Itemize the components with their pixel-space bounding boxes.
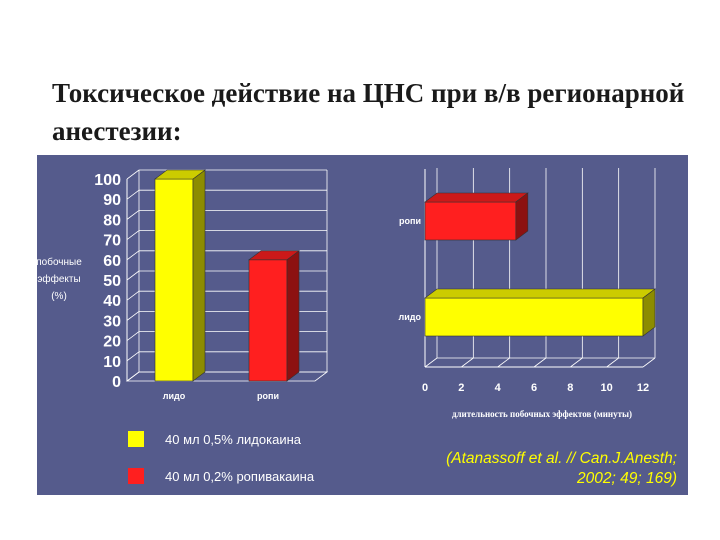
- right-x-tick-label: 2: [458, 382, 464, 394]
- left-y-tick-label: 50: [103, 273, 121, 290]
- right-bar-top: [424, 192, 529, 203]
- right-bar-side: [642, 288, 656, 337]
- left-grid-side: [126, 351, 140, 362]
- left-y-tick-label: 60: [103, 253, 121, 270]
- left-y-tick-label: 70: [103, 233, 121, 250]
- right-x-tick-label: 0: [422, 382, 428, 394]
- right-grid-floor: [570, 357, 583, 368]
- legend-swatch-lido: [128, 431, 144, 447]
- left-y-axis-label: побочные: [37, 256, 82, 268]
- right-bar-ропи: [424, 201, 517, 241]
- left-bar-top: [154, 169, 206, 180]
- legend-label-ropi: 40 мл 0,2% ропивакаина: [165, 469, 315, 484]
- right-x-tick-label: 12: [637, 382, 649, 394]
- left-y-tick-label: 40: [103, 293, 121, 310]
- charts-canvas: 0102030405060708090100побочныеэффекты(%)…: [37, 168, 656, 419]
- left-y-tick-label: 20: [103, 334, 121, 351]
- legend-swatch-ropi: [128, 468, 144, 484]
- right-x-tick-label: 8: [567, 382, 573, 394]
- right-grid-floor: [533, 357, 547, 368]
- left-x-tick-label: ропи: [257, 391, 279, 401]
- right-x-tick-label: 4: [495, 382, 502, 394]
- left-grid-side: [126, 169, 140, 180]
- right-y-tick-label: лидо: [399, 312, 422, 322]
- citation-line-1: (Atanassoff et al. // Can.J.Anesth;: [446, 450, 677, 467]
- left-grid-side: [126, 230, 140, 240]
- right-x-tick-label: 10: [601, 382, 613, 394]
- chart-panel: 0 10 20 30 40 50 60 70 80 90 100 побочные эффекты (%)…: [37, 155, 688, 495]
- left-grid-side: [126, 331, 140, 341]
- left-x-tick-label: лидо: [163, 391, 186, 401]
- left-y-tick-label: 0: [112, 374, 121, 391]
- citation-line-2: 2002; 49; 169): [577, 470, 677, 487]
- right-grid-floor: [606, 357, 619, 368]
- right-x-tick-label: 6: [531, 382, 537, 394]
- left-y-tick-label: 30: [103, 313, 121, 330]
- right-bar-side: [515, 192, 529, 241]
- citation: (Atanassoff et al. // Can.J.Anesth; 2002…: [377, 449, 677, 489]
- left-y-tick-label: 10: [103, 354, 121, 371]
- left-y-axis-label: (%): [51, 291, 67, 302]
- right-grid-floor: [642, 357, 656, 368]
- right-grid-floor: [461, 357, 474, 368]
- left-grid-side: [126, 250, 140, 261]
- left-bar-лидо: [154, 178, 194, 382]
- legend-label-lido: 40 мл 0,5% лидокаина: [165, 432, 301, 447]
- left-grid-side: [126, 210, 140, 220]
- left-grid-side: [126, 270, 140, 281]
- left-grid-side: [126, 311, 140, 321]
- left-bar-side: [286, 250, 300, 382]
- left-bar-ропи: [248, 259, 288, 382]
- left-grid-side: [126, 189, 140, 200]
- left-y-tick-label: 90: [103, 192, 121, 209]
- left-bar-side: [192, 169, 206, 382]
- right-grid-floor: [424, 357, 438, 368]
- left-bar-top: [248, 250, 300, 261]
- right-bar-лидо: [424, 297, 644, 337]
- right-bar-top: [424, 288, 656, 299]
- left-grid-side: [126, 290, 140, 301]
- left-y-axis-label: эффекты: [37, 273, 80, 285]
- right-grid-floor: [497, 357, 510, 368]
- right-y-tick-label: ропи: [399, 216, 421, 226]
- slide-title: Токсическое действие на ЦНС при в/в реги…: [52, 78, 685, 146]
- right-x-axis-label: длительность побочных эффектов (минуты): [452, 409, 632, 419]
- left-y-tick-label: 100: [94, 172, 121, 189]
- left-y-tick-label: 80: [103, 212, 121, 229]
